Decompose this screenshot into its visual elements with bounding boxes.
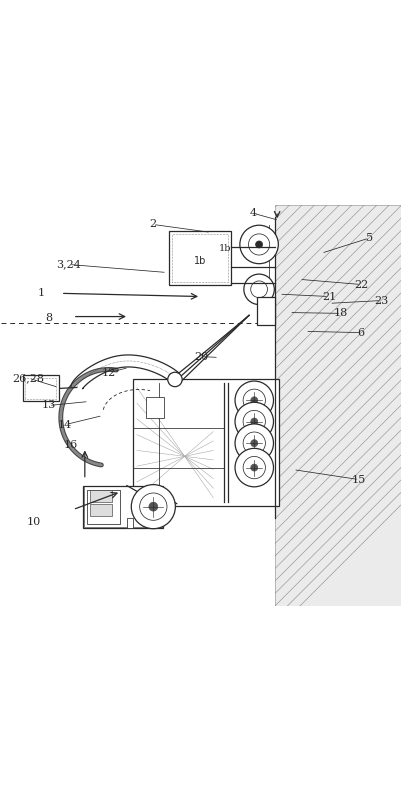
Text: 20: 20 — [193, 352, 208, 362]
Bar — [25, 378, 56, 399]
Text: 12: 12 — [101, 367, 116, 378]
Bar — [172, 234, 227, 282]
Text: 10: 10 — [26, 517, 41, 526]
Text: 15: 15 — [351, 474, 365, 485]
Bar — [133, 380, 278, 505]
Circle shape — [148, 502, 157, 511]
Text: 18: 18 — [333, 308, 348, 319]
Bar — [23, 375, 59, 401]
Circle shape — [235, 424, 273, 462]
Circle shape — [250, 397, 257, 404]
Text: 2: 2 — [149, 220, 156, 230]
Circle shape — [235, 448, 273, 487]
Circle shape — [255, 241, 262, 248]
Text: 16: 16 — [63, 440, 78, 450]
Text: 1b: 1b — [193, 256, 206, 266]
Circle shape — [131, 485, 175, 529]
Text: 1b: 1b — [218, 244, 231, 253]
Text: 6: 6 — [357, 328, 364, 337]
Circle shape — [167, 372, 182, 387]
Bar — [90, 504, 112, 516]
Circle shape — [250, 464, 257, 471]
Bar — [146, 397, 163, 418]
Text: 26,28: 26,28 — [13, 373, 45, 384]
Circle shape — [243, 274, 273, 305]
Bar — [83, 486, 162, 528]
Circle shape — [235, 402, 273, 440]
Text: 13: 13 — [42, 401, 56, 410]
Circle shape — [239, 225, 277, 264]
Bar — [87, 490, 120, 524]
Bar — [168, 231, 231, 285]
Text: 1: 1 — [37, 288, 44, 298]
Circle shape — [250, 440, 257, 447]
Polygon shape — [274, 205, 400, 606]
Bar — [127, 517, 133, 528]
Text: 3,24: 3,24 — [56, 260, 81, 269]
Text: 8: 8 — [45, 313, 52, 323]
Circle shape — [250, 418, 257, 425]
Text: 14: 14 — [57, 420, 72, 430]
Circle shape — [235, 381, 273, 419]
Text: 5: 5 — [365, 233, 372, 243]
Text: 21: 21 — [321, 291, 336, 302]
Text: 4: 4 — [249, 208, 256, 218]
Bar — [83, 487, 162, 527]
Text: 23: 23 — [373, 295, 387, 306]
Text: 22: 22 — [353, 280, 367, 290]
Bar — [257, 298, 274, 325]
Bar — [90, 490, 112, 502]
